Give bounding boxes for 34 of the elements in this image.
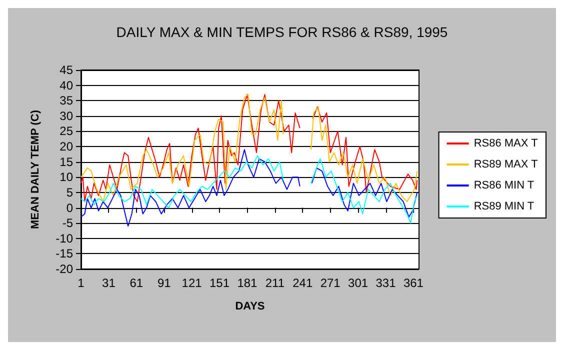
x-tick-label: 241 bbox=[292, 276, 313, 290]
y-tick-label: 30 bbox=[60, 108, 74, 123]
legend-label: RS86 MAX T bbox=[474, 138, 538, 150]
x-tick-label: 151 bbox=[210, 276, 230, 290]
y-tick-label: -15 bbox=[56, 246, 74, 261]
y-tick-label: 15 bbox=[60, 154, 74, 169]
legend-label: RS86 MIN T bbox=[474, 180, 534, 192]
x-tick-label: 31 bbox=[102, 276, 116, 290]
y-tick-label: -10 bbox=[56, 231, 74, 246]
x-tick-label: 271 bbox=[320, 276, 341, 290]
x-tick-label: 121 bbox=[182, 276, 202, 290]
legend-label: RS89 MAX T bbox=[474, 158, 538, 170]
y-tick-label: 25 bbox=[60, 124, 74, 138]
x-tick-label: 181 bbox=[237, 276, 258, 290]
x-tick-label: 301 bbox=[348, 276, 368, 290]
x-tick-label: 361 bbox=[403, 276, 424, 290]
chart-title: DAILY MAX & MIN TEMPS FOR RS86 & RS89, 1995 bbox=[116, 24, 448, 40]
x-tick-label: 331 bbox=[376, 276, 396, 290]
y-tick-label: 0 bbox=[66, 200, 74, 215]
x-tick-label: 61 bbox=[130, 276, 144, 290]
x-axis-title: DAYS bbox=[235, 300, 265, 312]
y-tick-label: 20 bbox=[60, 140, 74, 154]
y-tick-label: 5 bbox=[66, 185, 74, 200]
y-tick-label: 45 bbox=[60, 63, 74, 77]
y-tick-label: 10 bbox=[60, 170, 74, 184]
x-tick-label: 91 bbox=[157, 276, 172, 290]
y-tick-label: 35 bbox=[60, 94, 74, 108]
legend-label: RS89 MIN T bbox=[474, 200, 534, 212]
y-tick-label: -20 bbox=[56, 262, 74, 276]
y-axis-title: MEAN DAILY TEMP (C) bbox=[30, 110, 42, 229]
y-tick-label: 40 bbox=[60, 78, 74, 92]
x-tick-label: 1 bbox=[78, 276, 85, 290]
x-tick-label: 211 bbox=[265, 276, 285, 290]
y-tick-label: -5 bbox=[62, 216, 74, 230]
